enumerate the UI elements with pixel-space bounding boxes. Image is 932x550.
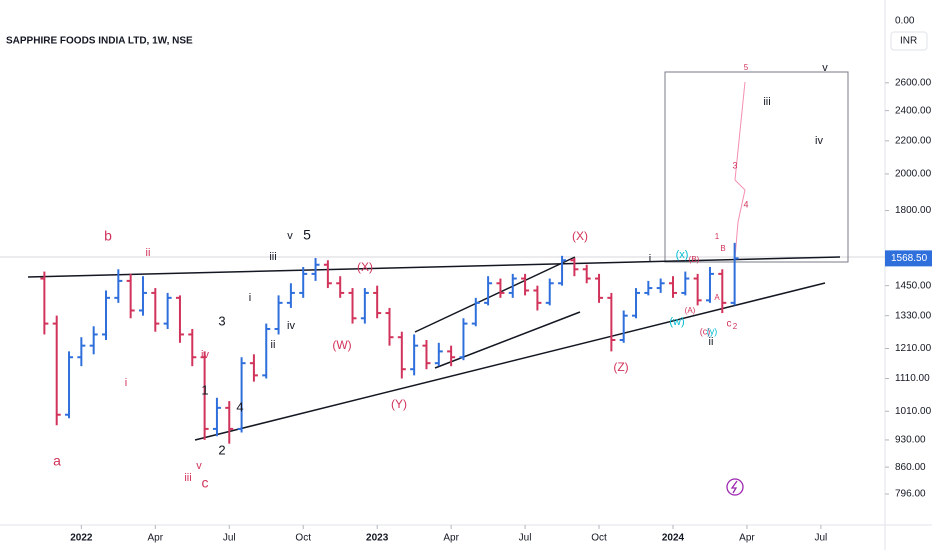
- y-tick-label: 1010.00: [895, 406, 932, 417]
- x-tick-label: 2023: [366, 533, 389, 544]
- x-tick-label: Jul: [223, 533, 236, 544]
- y-tick-label: 2400.00: [895, 105, 932, 116]
- wave-label: (X): [357, 260, 373, 274]
- wave-label: i: [249, 292, 251, 304]
- y-tick-label: 1800.00: [895, 205, 932, 216]
- wave-label: (B): [689, 255, 700, 264]
- wave-label: i: [649, 253, 651, 265]
- trendline: [27, 256, 841, 278]
- wave-label: iii: [184, 472, 191, 484]
- wave-label: A: [714, 293, 720, 302]
- top-label: 0.00: [895, 16, 915, 27]
- x-tick-label: Jul: [519, 533, 532, 544]
- x-tick-label: Apr: [443, 533, 459, 544]
- x-tick-label: Oct: [591, 533, 607, 544]
- wave-label: 4: [236, 399, 243, 414]
- y-tick-label: 2200.00: [895, 135, 932, 146]
- x-tick-label: Apr: [739, 533, 755, 544]
- projection-box: [664, 71, 849, 263]
- wave-label: ii: [271, 339, 276, 351]
- wave-label: iv: [287, 320, 295, 332]
- y-tick-label: 1210.00: [895, 343, 932, 354]
- wave-label: iii: [763, 96, 770, 108]
- wave-label: v: [287, 230, 293, 242]
- wave-label: (c): [700, 326, 711, 336]
- currency-box: [890, 31, 928, 51]
- wave-label: c: [727, 319, 732, 330]
- wave-label: 5: [744, 63, 749, 72]
- wave-label: 3: [218, 313, 225, 328]
- x-tick-label: 2022: [70, 533, 93, 544]
- marks: [40, 242, 739, 444]
- wave-label: (W): [332, 338, 351, 352]
- wave-label: 5: [303, 227, 311, 243]
- channel-line: [434, 311, 581, 369]
- wave-label: (X): [572, 229, 588, 243]
- wave-label: iv: [815, 135, 823, 147]
- x-tick-label: Apr: [148, 533, 164, 544]
- event-icon-bolt: [730, 480, 738, 494]
- wave-label: 2: [218, 442, 225, 457]
- x-tick-label: 2024: [662, 533, 685, 544]
- channel-line: [414, 256, 576, 333]
- last-price-tag: [885, 250, 932, 267]
- chart-title: SAPPHIRE FOODS INDIA LTD, 1W, NSE: [6, 36, 193, 47]
- trendline: [194, 282, 826, 441]
- projection-path: [734, 81, 746, 259]
- wave-label: 2: [733, 322, 738, 331]
- y-tick-label: 796.00: [895, 489, 926, 500]
- y-tick-label: 1330.00: [895, 310, 932, 321]
- x-tick-label: Oct: [295, 533, 311, 544]
- wave-label: v: [196, 460, 202, 472]
- x-tick-label: Jul: [815, 533, 828, 544]
- y-tick-label: 1110.00: [895, 373, 930, 384]
- wave-label: (x): [676, 249, 689, 261]
- wave-label: v: [822, 62, 828, 74]
- wave-label: (Z): [613, 360, 628, 374]
- wave-label: a: [53, 453, 61, 469]
- y-tick-label: 2000.00: [895, 169, 932, 180]
- wave-label: (y): [707, 326, 718, 336]
- currency: INR: [900, 36, 917, 47]
- wave-label: 4: [743, 199, 748, 209]
- wave-label: B: [720, 244, 725, 253]
- y-tick-label: 2600.00: [895, 77, 932, 88]
- wave-label: (w): [669, 316, 684, 328]
- y-tick-label: 1450.00: [895, 280, 932, 291]
- wave-label: c: [202, 475, 209, 491]
- wave-label: i: [125, 377, 127, 389]
- wave-label: (Y): [391, 397, 407, 411]
- y-tick-label: 860.00: [895, 462, 926, 473]
- wave-label: (A): [685, 306, 696, 315]
- wave-label: ii: [146, 247, 151, 259]
- last-price-label: 1568.50: [891, 253, 928, 264]
- wave-label: iii: [269, 251, 276, 263]
- wave-label: b: [104, 228, 112, 244]
- wave-label: ii: [709, 336, 714, 348]
- wave-label: 1: [201, 382, 208, 397]
- wave-label: iv: [201, 349, 209, 361]
- y-tick-label: 930.00: [895, 435, 926, 446]
- wave-label: 3: [732, 160, 737, 170]
- event-icon: [726, 478, 744, 496]
- wave-label: 1: [715, 232, 720, 241]
